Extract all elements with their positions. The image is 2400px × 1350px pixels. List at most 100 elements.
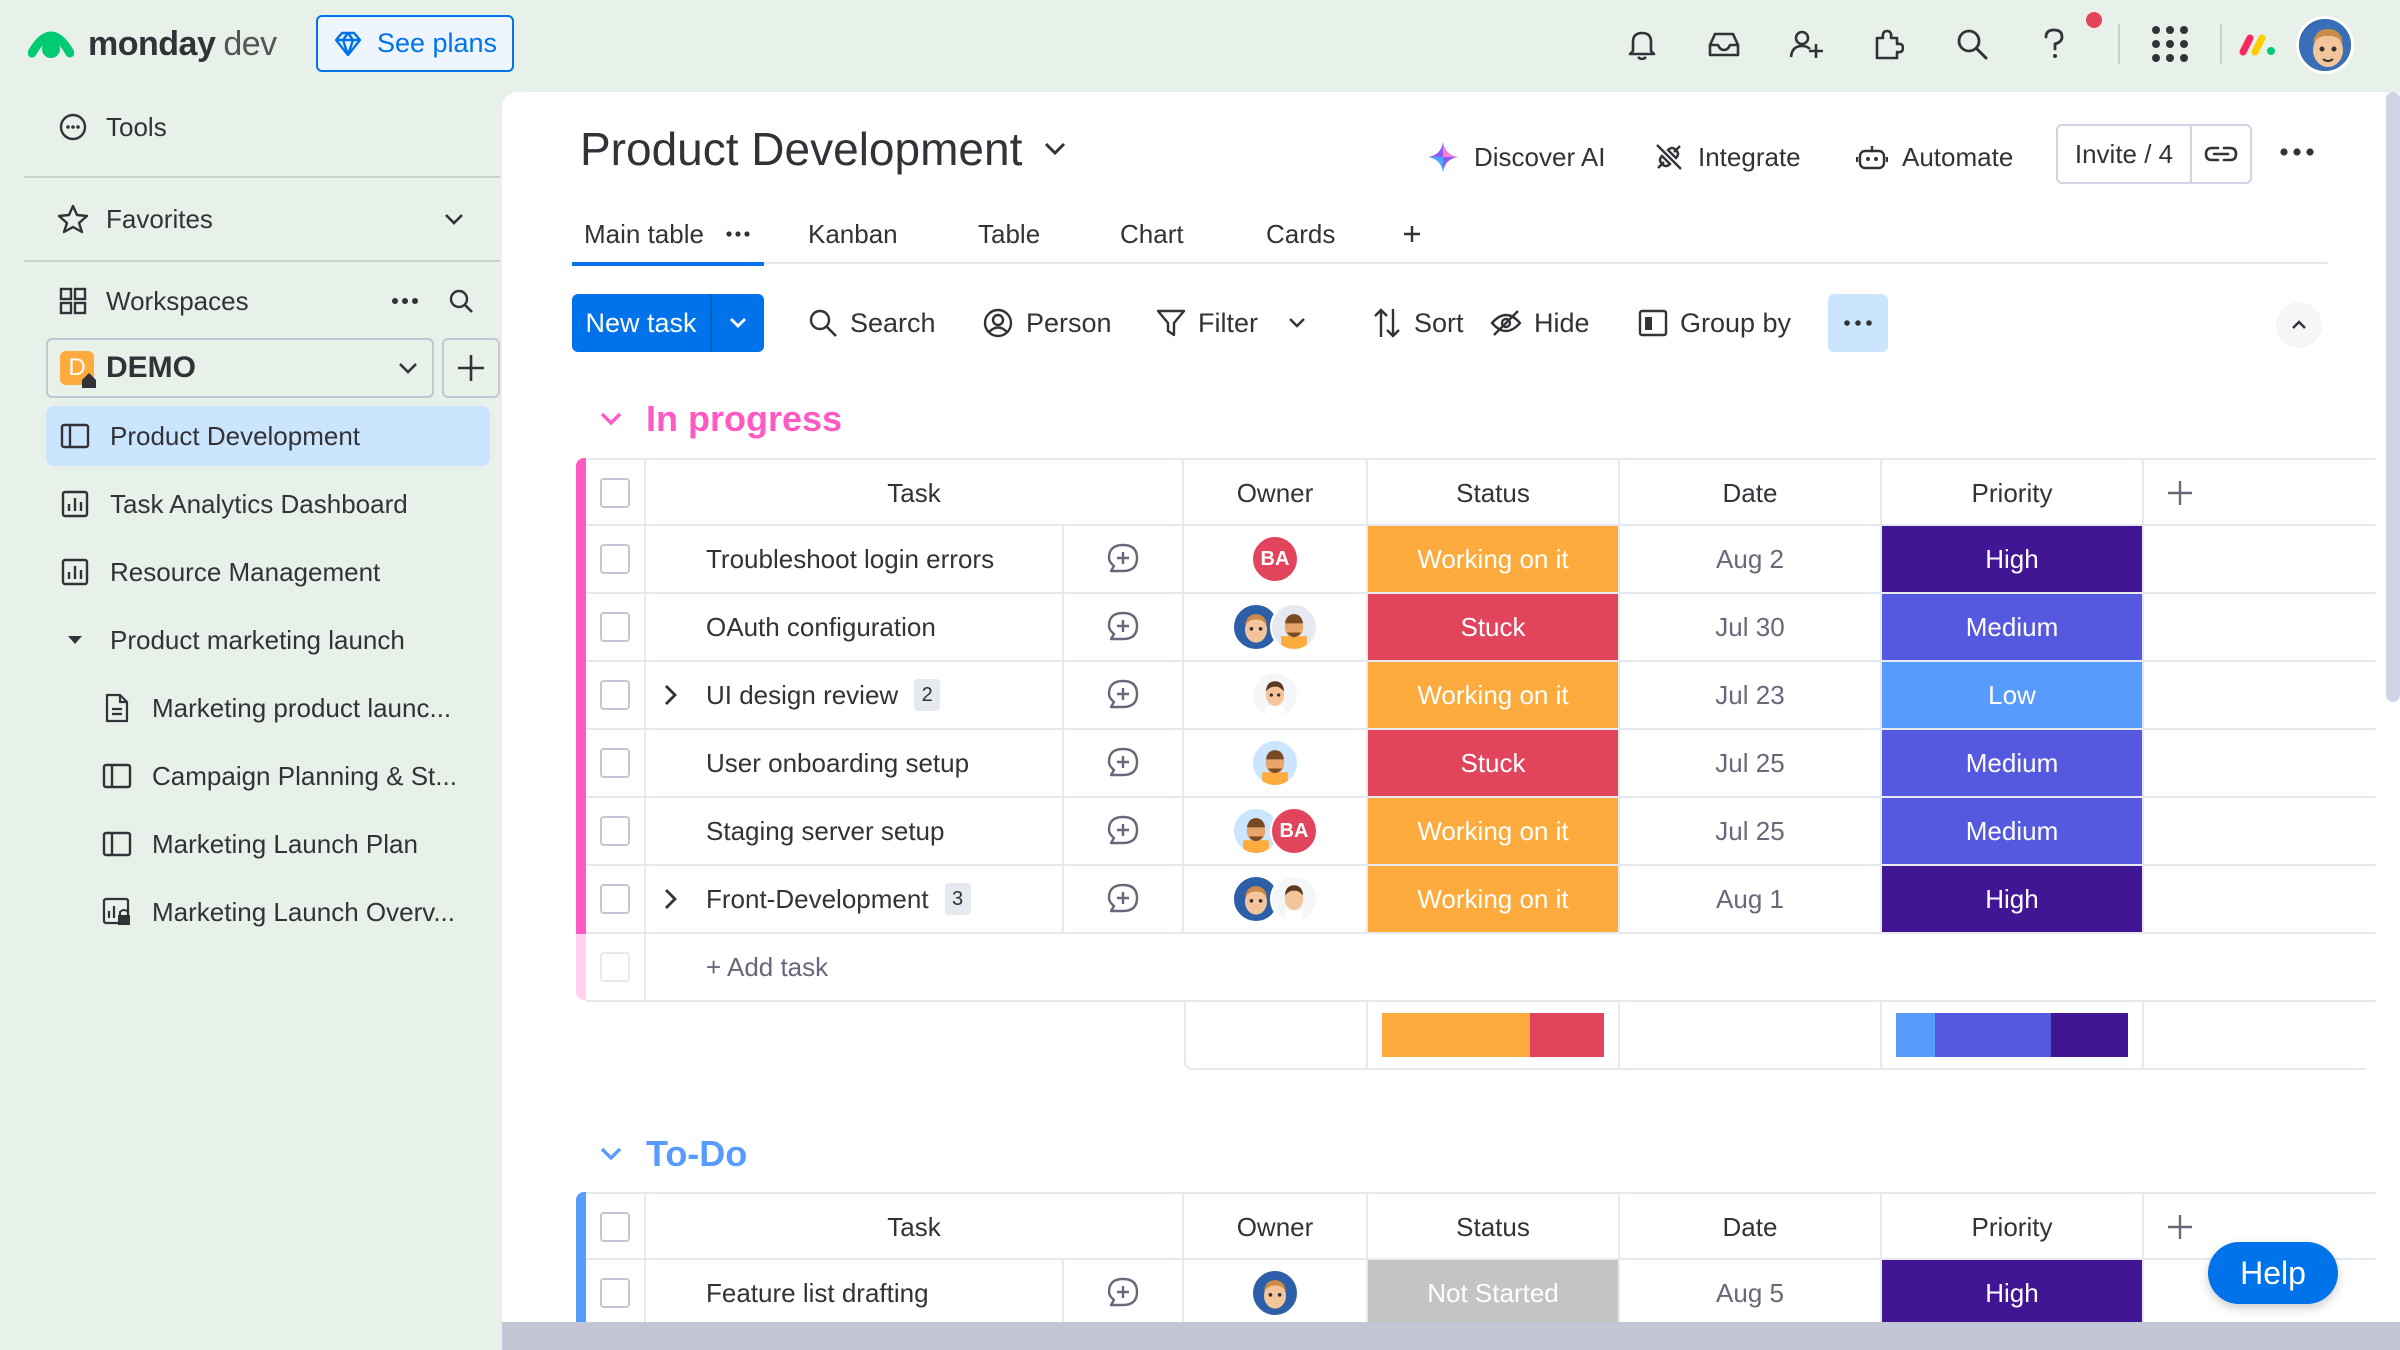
sidebar-item-resource-management[interactable]: Resource Management (46, 542, 490, 602)
invite-button[interactable]: Invite / 4 (2056, 124, 2252, 184)
table-row[interactable]: Front-Development 3 Working on it Aug 1 … (586, 866, 2376, 934)
copy-link-icon[interactable] (2192, 126, 2250, 182)
table-row[interactable]: Feature list drafting Not Started Aug 5 … (586, 1260, 2376, 1328)
sidebar-item-task-analytics[interactable]: Task Analytics Dashboard (46, 474, 490, 534)
search-icon[interactable] (1950, 22, 1994, 66)
updates-button[interactable] (1064, 662, 1184, 728)
owner-cell[interactable] (1184, 730, 1368, 796)
hide-button[interactable]: Hide (1490, 294, 1590, 352)
column-header-task[interactable]: Task (646, 1194, 1184, 1260)
owner-cell[interactable]: BA (1184, 526, 1368, 592)
task-name-cell[interactable]: Troubleshoot login errors (646, 526, 1064, 592)
tab-chart[interactable]: Chart (1120, 204, 1184, 264)
chevron-down-icon[interactable] (600, 1147, 622, 1161)
date-cell[interactable]: Aug 2 (1620, 526, 1882, 592)
owner-cell[interactable] (1184, 662, 1368, 728)
sidebar-workspaces[interactable]: Workspaces (24, 266, 500, 336)
priority-cell[interactable]: High (1882, 866, 2144, 932)
column-header-priority[interactable]: Priority (1882, 460, 2144, 526)
sidebar-item-marketing-launch-plan[interactable]: Marketing Launch Plan (88, 814, 490, 874)
table-row[interactable]: UI design review 2 Working on it Jul 23 … (586, 662, 2376, 730)
apps-puzzle-icon[interactable] (1866, 22, 1910, 66)
row-checkbox[interactable] (600, 748, 630, 778)
expand-subitems-icon[interactable] (664, 684, 678, 706)
board-title[interactable]: Product Development (580, 122, 1066, 176)
updates-button[interactable] (1064, 730, 1184, 796)
column-header-status[interactable]: Status (1368, 1194, 1620, 1260)
task-name-cell[interactable]: User onboarding setup (646, 730, 1064, 796)
subitems-count-badge[interactable]: 3 (944, 883, 971, 915)
status-cell[interactable]: Not Started (1368, 1260, 1620, 1326)
sidebar-tools[interactable]: Tools (24, 92, 500, 162)
owner-cell[interactable] (1184, 1260, 1368, 1326)
status-cell[interactable]: Working on it (1368, 866, 1620, 932)
date-cell[interactable]: Jul 25 (1620, 798, 1882, 864)
more-dots-icon[interactable] (726, 231, 750, 237)
monday-logo[interactable]: monday dev (28, 22, 277, 66)
apps-grid-icon[interactable] (2148, 22, 2192, 66)
sidebar-item-product-development[interactable]: Product Development (46, 406, 490, 466)
group-by-button[interactable]: Group by (1638, 294, 1791, 352)
updates-button[interactable] (1064, 1260, 1184, 1326)
priority-cell[interactable]: High (1882, 526, 2144, 592)
status-cell[interactable]: Working on it (1368, 662, 1620, 728)
status-summary[interactable] (1368, 1002, 1620, 1068)
date-cell[interactable]: Jul 30 (1620, 594, 1882, 660)
chevron-down-icon[interactable] (600, 412, 622, 426)
user-avatar[interactable] (2296, 16, 2354, 74)
chevron-down-icon[interactable] (712, 317, 764, 329)
sidebar-item-marketing-launch-overview[interactable]: Marketing Launch Overv... (88, 882, 490, 942)
board-more-icon[interactable] (2280, 148, 2314, 156)
more-dots-icon[interactable] (392, 298, 418, 304)
see-plans-button[interactable]: See plans (316, 15, 514, 72)
updates-button[interactable] (1064, 798, 1184, 864)
person-filter-button[interactable]: Person (982, 294, 1112, 352)
column-header-date[interactable]: Date (1620, 1194, 1882, 1260)
filter-button[interactable]: Filter (1156, 294, 1306, 352)
status-cell[interactable]: Working on it (1368, 798, 1620, 864)
horizontal-scrollbar[interactable] (502, 1322, 2400, 1350)
column-header-status[interactable]: Status (1368, 460, 1620, 526)
table-row[interactable]: User onboarding setup Stuck Jul 25 Mediu… (586, 730, 2376, 798)
add-column-button[interactable] (2144, 460, 2216, 526)
priority-cell[interactable]: Low (1882, 662, 2144, 728)
sidebar-item-marketing-product-launch[interactable]: Marketing product launc... (88, 678, 490, 738)
task-name-cell[interactable]: Front-Development 3 (646, 866, 1064, 932)
help-question-icon[interactable] (2032, 22, 2076, 66)
add-item-button[interactable] (442, 338, 500, 398)
tab-table[interactable]: Table (978, 204, 1040, 264)
sidebar-favorites[interactable]: Favorites (24, 184, 500, 254)
add-task-row[interactable]: + Add task (576, 934, 2376, 1002)
date-cell[interactable]: Aug 5 (1620, 1260, 1882, 1326)
group-title-to-do[interactable]: To-Do (600, 1129, 747, 1179)
tab-main-table[interactable]: Main table (572, 204, 764, 266)
column-header-date[interactable]: Date (1620, 460, 1882, 526)
task-name-cell[interactable]: Feature list drafting (646, 1260, 1064, 1326)
add-task-input[interactable]: + Add task (646, 934, 2376, 1000)
discover-ai-button[interactable]: Discover AI (1426, 134, 1606, 180)
collapse-header-button[interactable] (2276, 302, 2322, 348)
table-row[interactable]: OAuth configuration Stuck Jul 30 Medium (586, 594, 2376, 662)
integrate-button[interactable]: Integrate (1654, 134, 1801, 180)
add-view-button[interactable] (1402, 204, 1422, 264)
sidebar-item-campaign-planning[interactable]: Campaign Planning & St... (88, 746, 490, 806)
priority-cell[interactable]: Medium (1882, 730, 2144, 796)
search-icon[interactable] (448, 288, 474, 314)
priority-cell[interactable]: Medium (1882, 798, 2144, 864)
task-name-cell[interactable]: UI design review 2 (646, 662, 1064, 728)
select-all-checkbox[interactable] (600, 1212, 630, 1242)
updates-button[interactable] (1064, 526, 1184, 592)
date-cell[interactable]: Jul 23 (1620, 662, 1882, 728)
sort-button[interactable]: Sort (1372, 294, 1464, 352)
owner-cell[interactable] (1184, 866, 1368, 932)
tab-kanban[interactable]: Kanban (808, 204, 898, 264)
monday-products-icon[interactable] (2236, 22, 2280, 66)
task-name-cell[interactable]: OAuth configuration (646, 594, 1064, 660)
sidebar-folder-product-marketing[interactable]: Product marketing launch (46, 610, 490, 670)
status-cell[interactable]: Stuck (1368, 730, 1620, 796)
date-cell[interactable]: Aug 1 (1620, 866, 1882, 932)
inbox-icon[interactable] (1702, 22, 1746, 66)
priority-cell[interactable]: High (1882, 1260, 2144, 1326)
column-header-task[interactable]: Task (646, 460, 1184, 526)
add-column-button[interactable] (2144, 1194, 2216, 1260)
